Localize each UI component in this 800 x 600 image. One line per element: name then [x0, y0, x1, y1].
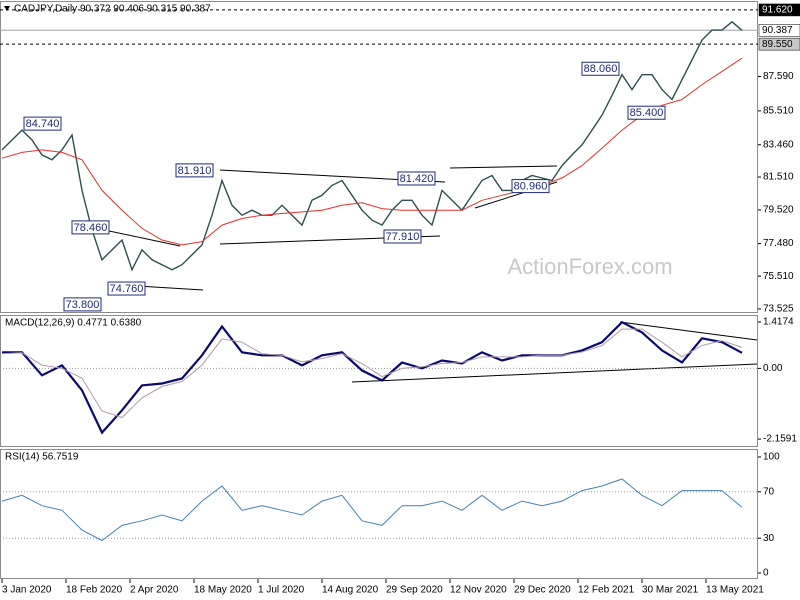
x-tick-label: 3 Jan 2020: [2, 585, 52, 596]
price-label: 85.400: [630, 107, 664, 119]
x-tick-label: 12 Nov 2020: [450, 585, 507, 596]
price-label: 84.740: [26, 118, 60, 130]
x-tick-label: 30 Mar 2021: [642, 585, 699, 596]
price-label: 74.760: [110, 283, 144, 295]
x-tick-label: 29 Sep 2020: [386, 585, 443, 596]
x-tick-label: 18 May 2020: [194, 585, 252, 596]
y-tick-label: 1.4174: [763, 317, 794, 328]
y-tick-label: 77.480: [763, 238, 794, 249]
price-label-box: [175, 163, 214, 178]
x-tick-label: 12 Feb 2021: [578, 585, 635, 596]
price-label-box: [383, 229, 422, 244]
series-line: [1, 478, 743, 542]
price-label: 81.420: [400, 173, 434, 185]
price-label: 77.910: [386, 231, 420, 243]
level-box: [758, 37, 800, 51]
y-tick-label: 0.00: [763, 363, 783, 374]
price-label-box: [511, 179, 550, 194]
x-tick-label: 2 Apr 2020: [130, 585, 179, 596]
macd-panel: [0, 315, 758, 447]
price-label: 88.060: [584, 63, 618, 75]
panel-title: RSI(14) 56.7519: [5, 452, 79, 463]
y-tick-label: 81.510: [763, 172, 794, 183]
level-label: 90.387: [762, 25, 793, 36]
watermark: ActionForex.com: [507, 254, 672, 279]
y-tick-label: 100: [763, 452, 780, 463]
price-label: 80.960: [514, 180, 548, 192]
y-tick-label: 79.520: [763, 205, 794, 216]
price-label-box: [23, 116, 62, 131]
series-line: [2, 320, 743, 435]
trendline: [619, 321, 758, 341]
price-label-box: [581, 61, 620, 76]
price-label-box: [397, 171, 436, 186]
y-tick-label: 0: [763, 568, 769, 579]
price-label-box: [71, 220, 110, 235]
trendline: [449, 165, 558, 169]
series-line: [1, 57, 743, 246]
level-box: [758, 24, 800, 37]
level-box: [758, 3, 800, 17]
x-tick-label: 29 Dec 2020: [514, 585, 571, 596]
y-tick-label: -2.1591: [763, 434, 797, 445]
y-tick-label: 85.510: [763, 106, 794, 117]
y-tick-label: 83.460: [763, 139, 794, 150]
price-label: 73.800: [66, 299, 100, 311]
price-label-box: [627, 105, 666, 120]
chart-title: CADJPY,Daily 90.372 90.406 90.315 90.387: [14, 4, 211, 15]
panel-title: MACD(12,26,9) 0.4771 0.6380: [5, 318, 142, 329]
series-line: [1, 328, 743, 419]
y-tick-label: 70: [763, 486, 775, 497]
price-label: 81.910: [178, 165, 212, 177]
price-label-box: [107, 281, 146, 296]
level-label: 91.620: [762, 5, 793, 16]
y-tick-label: 75.510: [763, 271, 794, 282]
y-tick-label: 73.525: [763, 304, 794, 315]
x-tick-label: 1 Jul 2020: [258, 585, 305, 596]
title-icon: [4, 6, 10, 11]
y-tick-label: 30: [763, 533, 775, 544]
x-tick-label: 13 May 2021: [706, 585, 764, 596]
trendline: [351, 363, 758, 383]
x-tick-label: 14 Aug 2020: [322, 585, 379, 596]
price-label: 78.460: [74, 222, 108, 234]
price-panel: [0, 1, 758, 313]
y-tick-label: 87.590: [763, 71, 794, 82]
level-label: 89.550: [762, 39, 793, 50]
rsi-panel: [0, 449, 758, 579]
price-label-box: [63, 297, 102, 312]
x-tick-label: 18 Feb 2020: [66, 585, 123, 596]
series-line: [1, 20, 743, 272]
